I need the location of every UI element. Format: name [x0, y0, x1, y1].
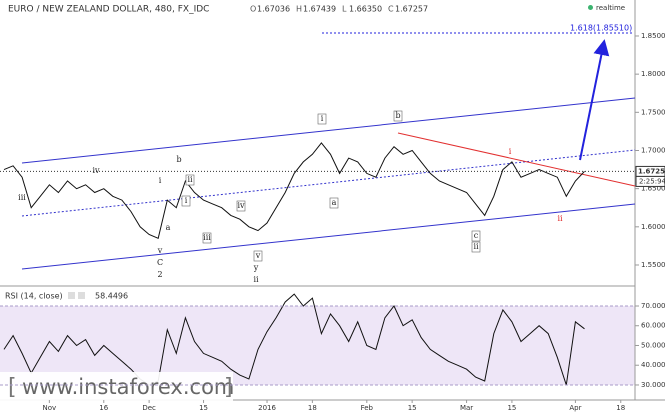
y-tick-label: 1.85000 [641, 32, 665, 40]
series-line [3, 142, 585, 239]
watermark-bracket: [ [8, 375, 17, 400]
wave-box [202, 232, 212, 244]
x-tick-label: Apr [569, 404, 581, 412]
wave-label: ii [557, 214, 563, 223]
wave-label: 2 [157, 270, 162, 279]
x-tick-label: Nov [43, 404, 57, 412]
ohlc-value: 1.67439 [303, 5, 336, 14]
icon[interactable] [78, 292, 85, 299]
ohlc-value: 1.66350 [349, 5, 382, 14]
projection-arrow [579, 39, 610, 161]
x-tick-label: 16 [99, 404, 108, 412]
y-tick-label: 1.80000 [641, 70, 665, 78]
x-tick-label: Feb [361, 404, 374, 412]
timer-tag: 2:25:94 [639, 177, 665, 185]
ohlc-label: O [250, 5, 256, 14]
wave-label: ii [473, 242, 479, 251]
wave-box [471, 230, 481, 242]
y-tick-label: 40.0000 [641, 361, 665, 369]
status: realtime [596, 4, 625, 12]
y-tick-label: 70.0000 [641, 302, 665, 310]
wave-box [185, 174, 195, 186]
wave-label: c [474, 231, 479, 240]
wave-label: v [157, 246, 163, 255]
price-tag: 1.67257 [638, 167, 665, 175]
ohlc-value: 1.67257 [395, 5, 428, 14]
trend-line [397, 132, 636, 187]
ohlc-label: C [388, 5, 394, 14]
channel-lower [21, 203, 636, 270]
rsi-last-value: 58.4496 [95, 292, 128, 301]
ohlc-label: L [342, 5, 347, 14]
wave-label: b [176, 155, 181, 164]
wave-label: iv [237, 201, 245, 210]
wave-box [181, 195, 191, 207]
wave-label: i [509, 147, 512, 156]
wave-label: i [185, 196, 188, 205]
wave-label: a [332, 198, 337, 207]
chart-title: EURO / NEW ZEALAND DOLLAR, 480, FX_IDC [8, 5, 209, 15]
channel-mid [21, 149, 636, 217]
wave-label: i [159, 176, 162, 185]
x-tick-label: 15 [507, 404, 516, 412]
y-tick-label: 1.70000 [641, 146, 665, 154]
wave-label: iii [18, 193, 26, 202]
target-label: 1.618(1.85510) [570, 24, 632, 33]
wave-box [236, 200, 246, 212]
timer-tag-box [635, 175, 665, 187]
x-tick-label: 18 [308, 404, 317, 412]
wave-label: i [321, 114, 324, 123]
wave-label: ii [253, 275, 259, 284]
y-tick-label: 1.65000 [641, 185, 665, 193]
x-tick-label: Mar [460, 404, 473, 412]
wave-label: C [157, 258, 163, 267]
series-line [3, 293, 585, 386]
wave-box [317, 113, 327, 125]
channel-upper [21, 97, 636, 164]
wave-label: v [255, 251, 261, 260]
status-dot [588, 5, 593, 10]
wave-label: iv [92, 166, 100, 175]
icon[interactable] [68, 292, 75, 299]
watermark-bracket: ] [224, 375, 233, 400]
ohlc-label: H [296, 5, 302, 14]
y-tick-label: 50.0000 [641, 341, 665, 349]
wave-box [253, 250, 263, 262]
wave-box [329, 197, 339, 209]
y-tick-label: 1.60000 [641, 223, 665, 231]
x-tick-label: 18 [616, 404, 625, 412]
x-tick-label: 15 [199, 404, 208, 412]
wave-label: b [395, 111, 400, 120]
x-tick-label: 15 [408, 404, 417, 412]
x-tick-label: Dec [142, 404, 156, 412]
wave-label: a [166, 223, 171, 232]
wave-label: ii [187, 175, 193, 184]
watermark: www.instaforex.com [22, 375, 234, 399]
wave-box [471, 241, 481, 253]
x-tick-label: 2016 [258, 404, 276, 412]
watermark-box [0, 372, 233, 404]
y-tick-label: 1.75000 [641, 108, 665, 116]
y-tick-label: 60.0000 [641, 322, 665, 330]
rsi-title: RSI (14, close) [5, 292, 63, 301]
y-tick-label: 30.0000 [641, 381, 665, 389]
y-tick-label: 1.55000 [641, 261, 665, 269]
wave-box [393, 110, 403, 122]
wave-label: y [253, 263, 259, 272]
wave-label: iii [203, 233, 211, 242]
ohlc-value: 1.67036 [257, 5, 290, 14]
